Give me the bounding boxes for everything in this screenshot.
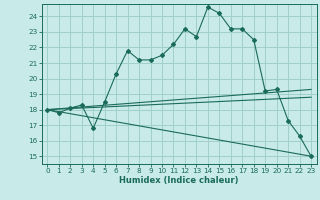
X-axis label: Humidex (Indice chaleur): Humidex (Indice chaleur) bbox=[119, 176, 239, 185]
